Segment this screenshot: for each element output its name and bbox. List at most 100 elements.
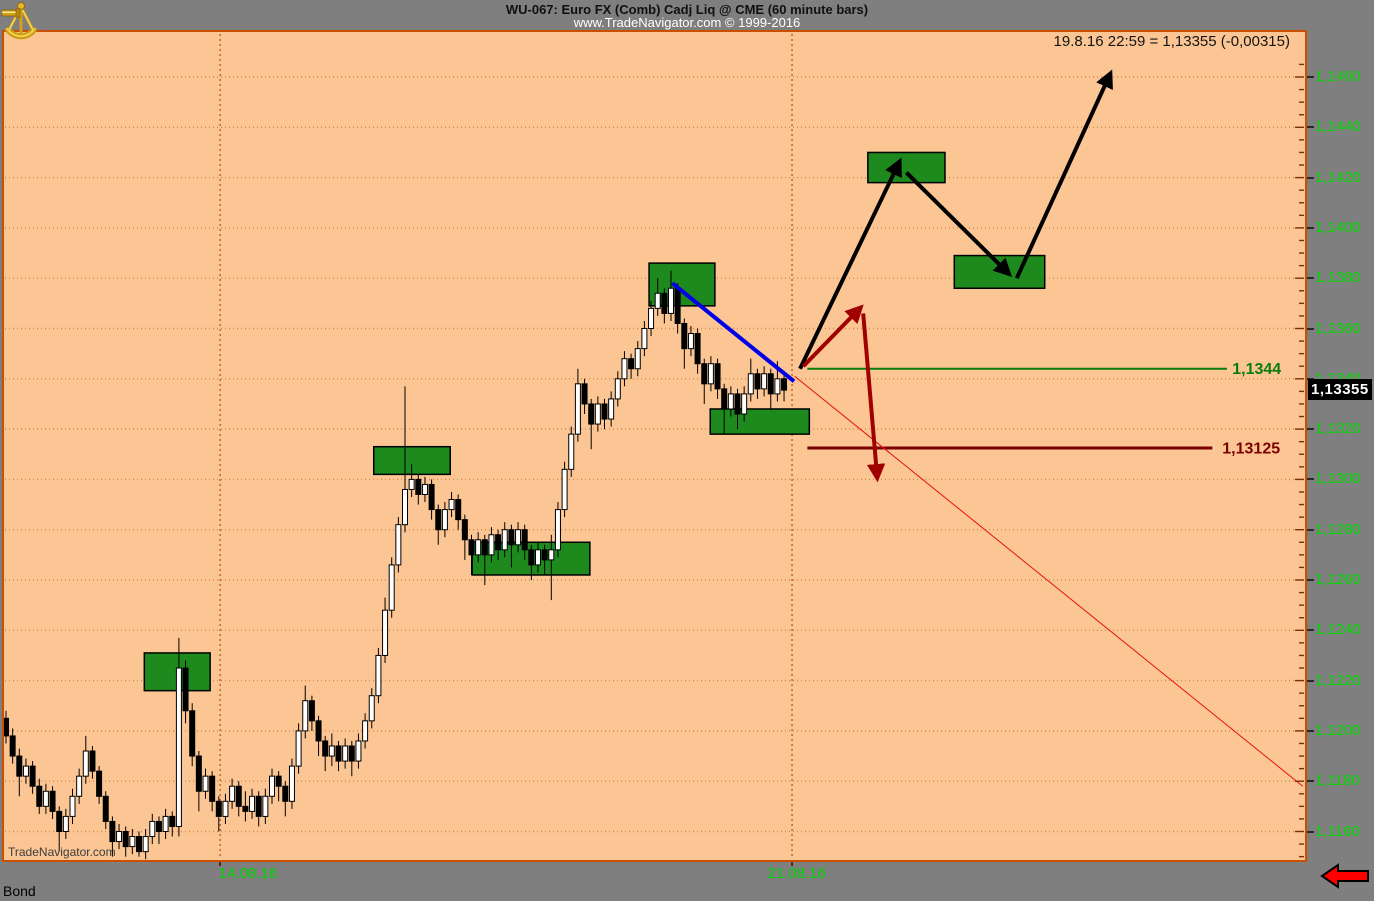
candlestick <box>475 532 482 563</box>
bullish-path-arrow-2[interactable] <box>905 171 1013 278</box>
candlestick <box>96 766 103 804</box>
bearish-path-arrow-2[interactable] <box>861 313 886 483</box>
chart-title-bar: WU-067: Euro FX (Comb) Cadj Liq @ CME (6… <box>0 0 1374 30</box>
candlestick <box>581 378 588 415</box>
candlestick <box>368 688 375 729</box>
candlestick <box>461 514 468 560</box>
candlestick <box>49 786 56 819</box>
candlestick <box>754 368 761 399</box>
candlestick <box>721 383 728 435</box>
candlestick <box>162 808 169 840</box>
y-axis-tick <box>1307 277 1314 280</box>
candlestick <box>574 368 581 442</box>
candlestick <box>56 806 63 852</box>
y-axis-label: 1,1460 <box>1315 68 1361 85</box>
x-axis-label: 14.08.16 <box>218 865 278 882</box>
candlestick <box>501 522 508 558</box>
demand-zone-pullback[interactable] <box>709 408 811 435</box>
candlestick <box>335 740 342 772</box>
candlestick <box>455 494 462 530</box>
candlestick <box>741 386 748 422</box>
candlestick <box>36 778 43 814</box>
bearish-path-arrow-1[interactable] <box>801 304 864 368</box>
candlestick <box>122 826 129 857</box>
candlestick <box>495 529 502 560</box>
candlestick <box>355 733 362 769</box>
candlestick <box>628 353 635 379</box>
y-axis-tick <box>1307 679 1314 682</box>
blue-downtrend-line[interactable] <box>671 281 796 383</box>
candlestick <box>328 733 335 767</box>
projected-supply-zone-upper[interactable] <box>867 151 946 184</box>
y-axis-tick <box>1307 478 1314 481</box>
candlestick <box>634 341 641 377</box>
y-axis-tick <box>1307 428 1314 431</box>
y-axis-tick <box>1307 579 1314 581</box>
y-axis-tick <box>1307 377 1314 380</box>
candlestick <box>594 396 601 432</box>
y-axis-label: 1,1240 <box>1315 621 1361 639</box>
candlestick <box>668 270 674 321</box>
candlestick <box>727 386 734 417</box>
candlestick <box>76 768 83 804</box>
y-axis-label: 1,1280 <box>1315 520 1361 538</box>
y-axis-tick <box>1307 528 1314 531</box>
zones <box>143 151 1046 692</box>
candlestick <box>82 735 89 784</box>
candlestick <box>282 781 289 817</box>
candlestick <box>734 388 741 430</box>
candlestick <box>375 647 382 704</box>
y-axis-tick <box>1307 126 1314 129</box>
y-axis-tick <box>1307 76 1314 78</box>
candlestick <box>468 534 475 575</box>
candlestick <box>62 808 69 840</box>
candlestick <box>508 524 515 568</box>
price-chart-canvas[interactable]: 1,1344 1,13125 <box>4 32 1305 860</box>
trade-navigator-logo-icon[interactable] <box>1 1 41 43</box>
candlestick <box>116 823 123 850</box>
y-axis-label: 1,1160 <box>1315 822 1360 840</box>
candlestick <box>568 426 575 477</box>
candlestick <box>488 527 495 563</box>
candlestick <box>149 813 156 845</box>
candlestick <box>408 464 415 498</box>
candlestick <box>262 788 269 824</box>
candlestick <box>255 791 262 827</box>
candlestick <box>648 300 655 337</box>
chart-plot-area[interactable]: 1,1344 1,13125 <box>2 30 1307 862</box>
candlestick <box>767 368 774 409</box>
bearish-projection-line[interactable] <box>794 375 1304 787</box>
instrument-tab-label: Bond <box>3 883 36 899</box>
candlestick <box>521 524 528 560</box>
candlestick <box>535 542 541 573</box>
candlestick <box>694 328 701 374</box>
y-axis-label: 1,1380 <box>1315 269 1361 287</box>
candlestick <box>661 288 668 324</box>
price-level-label: 1,13125 <box>1222 440 1280 457</box>
y-axis-tick <box>1307 729 1314 732</box>
candlestick <box>395 517 402 573</box>
candlestick <box>707 356 714 392</box>
candlestick <box>608 391 615 427</box>
candlestick <box>235 781 242 817</box>
projected-demand-zone-lower[interactable] <box>953 254 1046 290</box>
bullish-path-arrow-3[interactable] <box>1014 69 1113 280</box>
candlestick <box>209 771 216 812</box>
candlestick <box>4 710 9 744</box>
scroll-left-arrow-icon[interactable] <box>1320 863 1370 889</box>
candlestick <box>136 831 142 857</box>
candlestick <box>242 791 249 822</box>
candlestick <box>308 695 315 731</box>
y-axis-label: 1,1420 <box>1315 168 1361 186</box>
y-axis-tick <box>1307 327 1314 330</box>
y-axis-tick <box>1307 780 1314 783</box>
y-axis-label: 1,1440 <box>1315 118 1361 136</box>
candlestick <box>288 758 295 809</box>
candlestick <box>169 811 176 837</box>
bullish-path-arrow-1[interactable] <box>798 157 902 370</box>
candlestick <box>102 791 109 829</box>
candlestick <box>448 491 455 518</box>
y-axis-label: 1,1180 <box>1315 772 1360 790</box>
y-axis-label: 1,1360 <box>1315 319 1361 337</box>
chart-subtitle: www.TradeNavigator.com © 1999-2016 <box>573 15 801 30</box>
